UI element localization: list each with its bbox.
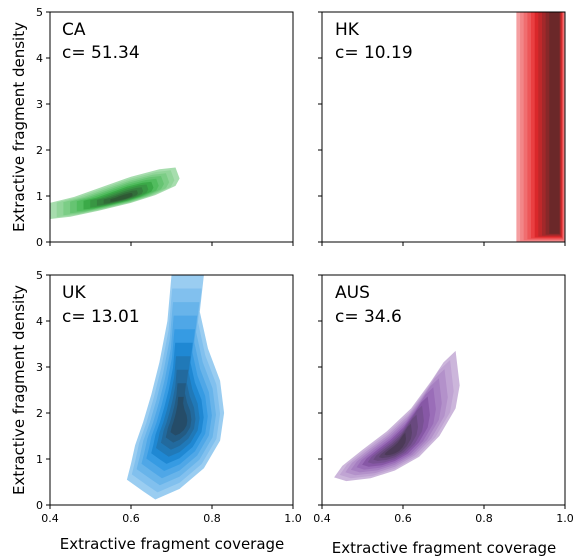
hk-panel-name: HK xyxy=(335,20,360,40)
y-tick-label: 3 xyxy=(36,98,43,111)
ca-panel-annotation: c= 51.34 xyxy=(62,43,140,63)
aus-contour-level-5 xyxy=(356,387,436,470)
y-tick-label: 4 xyxy=(36,315,43,328)
aus-contour-level-6 xyxy=(362,396,430,467)
y-tick-label: 3 xyxy=(36,361,43,374)
aus-panel-annotation: c= 34.6 xyxy=(335,307,402,327)
aus-contour-level-9 xyxy=(378,423,412,459)
uk-panel-name: UK xyxy=(62,283,86,303)
x-axis-label-left: Extractive fragment coverage xyxy=(60,535,285,553)
aus-contour-level-4 xyxy=(350,378,442,473)
y-tick-label: 1 xyxy=(36,190,43,203)
hk-contour-level-10 xyxy=(549,12,560,234)
y-tick-label: 2 xyxy=(36,407,43,420)
y-tick-label: 0 xyxy=(36,499,43,512)
aus-contour-level-2 xyxy=(339,360,454,479)
axis-ticks: 0 1 2 3 4 5 0 1 2 3 4 5 0.4 0.6 0.8 1.0 0.4 0.6 0.8 1.0 xyxy=(36,6,574,525)
ca-density-contours xyxy=(50,167,180,219)
aus-density-contours xyxy=(334,350,460,482)
x-tick-label: 0.4 xyxy=(41,512,59,525)
ca-contour-level-10 xyxy=(110,193,133,202)
aus-contour-level-7 xyxy=(367,405,424,464)
x-tick-label: 1.0 xyxy=(284,512,302,525)
y-tick-label: 5 xyxy=(36,6,43,19)
aus-axes-frame xyxy=(321,274,566,506)
hk-density-contours xyxy=(516,12,565,242)
x-tick-label: 0.6 xyxy=(394,512,412,525)
y-tick-label: 2 xyxy=(36,144,43,157)
aus-panel-name: AUS xyxy=(335,283,370,303)
y-tick-label: 4 xyxy=(36,52,43,65)
ca-panel-name: CA xyxy=(62,20,86,40)
uk-contour-level-10 xyxy=(170,396,188,436)
aus-contour-level-1 xyxy=(334,350,460,482)
y-tick-label: 5 xyxy=(36,269,43,282)
uk-density-contours xyxy=(126,275,225,500)
y-tick-label: 1 xyxy=(36,453,43,466)
hk-panel-annotation: c= 10.19 xyxy=(335,43,413,63)
x-axis-label-right: Extractive fragment coverage xyxy=(332,539,557,556)
x-tick-label: 0.4 xyxy=(313,512,331,525)
x-tick-label: 0.8 xyxy=(475,512,493,525)
aus-contour-level-10 xyxy=(384,432,406,456)
x-tick-label: 1.0 xyxy=(556,512,574,525)
uk-axes-frame xyxy=(49,274,294,506)
aus-contour-level-8 xyxy=(373,414,418,461)
y-axis-label-bottom: Extractive fragment density xyxy=(10,285,28,495)
hk-axes-frame xyxy=(321,11,566,243)
y-axis-label-top: Extractive fragment density xyxy=(10,22,28,232)
uk-panel-annotation: c= 13.01 xyxy=(62,307,140,327)
ca-axes-frame xyxy=(49,11,294,243)
aus-contour-level-3 xyxy=(345,369,448,476)
x-tick-label: 0.8 xyxy=(203,512,221,525)
y-tick-label: 0 xyxy=(36,236,43,249)
x-tick-label: 0.6 xyxy=(122,512,140,525)
